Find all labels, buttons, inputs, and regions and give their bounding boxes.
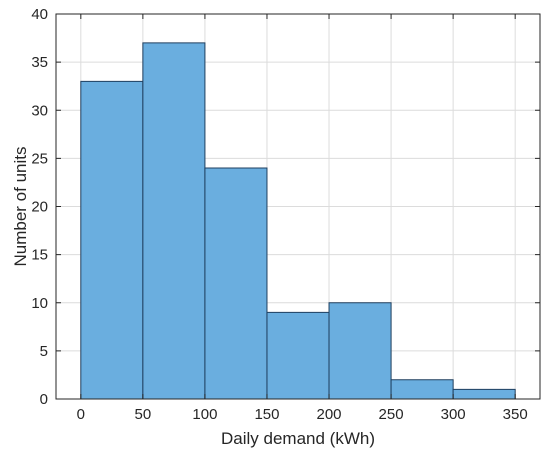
y-axis-label: Number of units	[11, 147, 30, 267]
histogram-bar	[390, 379, 454, 400]
histogram-bars	[80, 42, 516, 400]
x-tick-label: 250	[379, 406, 404, 423]
y-tick-labels: 0 5 10 15 20 25 30 35 40	[31, 6, 48, 408]
y-tick-label: 35	[31, 54, 48, 71]
y-tick-label: 30	[31, 102, 48, 119]
histogram-bar	[328, 302, 392, 400]
y-tick-label: 25	[31, 150, 48, 167]
x-tick-label: 150	[254, 406, 279, 423]
y-tick-label: 0	[40, 391, 48, 408]
histogram-bar	[266, 311, 330, 400]
y-tick-label: 40	[31, 6, 48, 23]
axis-ticks	[56, 13, 540, 400]
x-tick-label: 350	[503, 406, 528, 423]
x-tick-label: 200	[317, 406, 342, 423]
y-tick-label: 20	[31, 199, 48, 216]
y-tick-label: 15	[31, 247, 48, 264]
x-tick-label: 50	[135, 406, 152, 423]
y-tick-label: 5	[40, 343, 48, 360]
x-tick-label: 0	[77, 406, 85, 423]
x-tick-label: 300	[441, 406, 466, 423]
histogram-bar	[204, 167, 268, 400]
y-tick-label: 10	[31, 295, 48, 312]
x-axis-label: Daily demand (kWh)	[221, 429, 375, 448]
x-tick-labels: 0 50 100 150 200 250 300 350	[77, 406, 528, 423]
histogram-bar	[452, 388, 516, 400]
x-tick-label: 100	[192, 406, 217, 423]
histogram-bar	[142, 42, 206, 400]
histogram-bar	[80, 80, 144, 400]
